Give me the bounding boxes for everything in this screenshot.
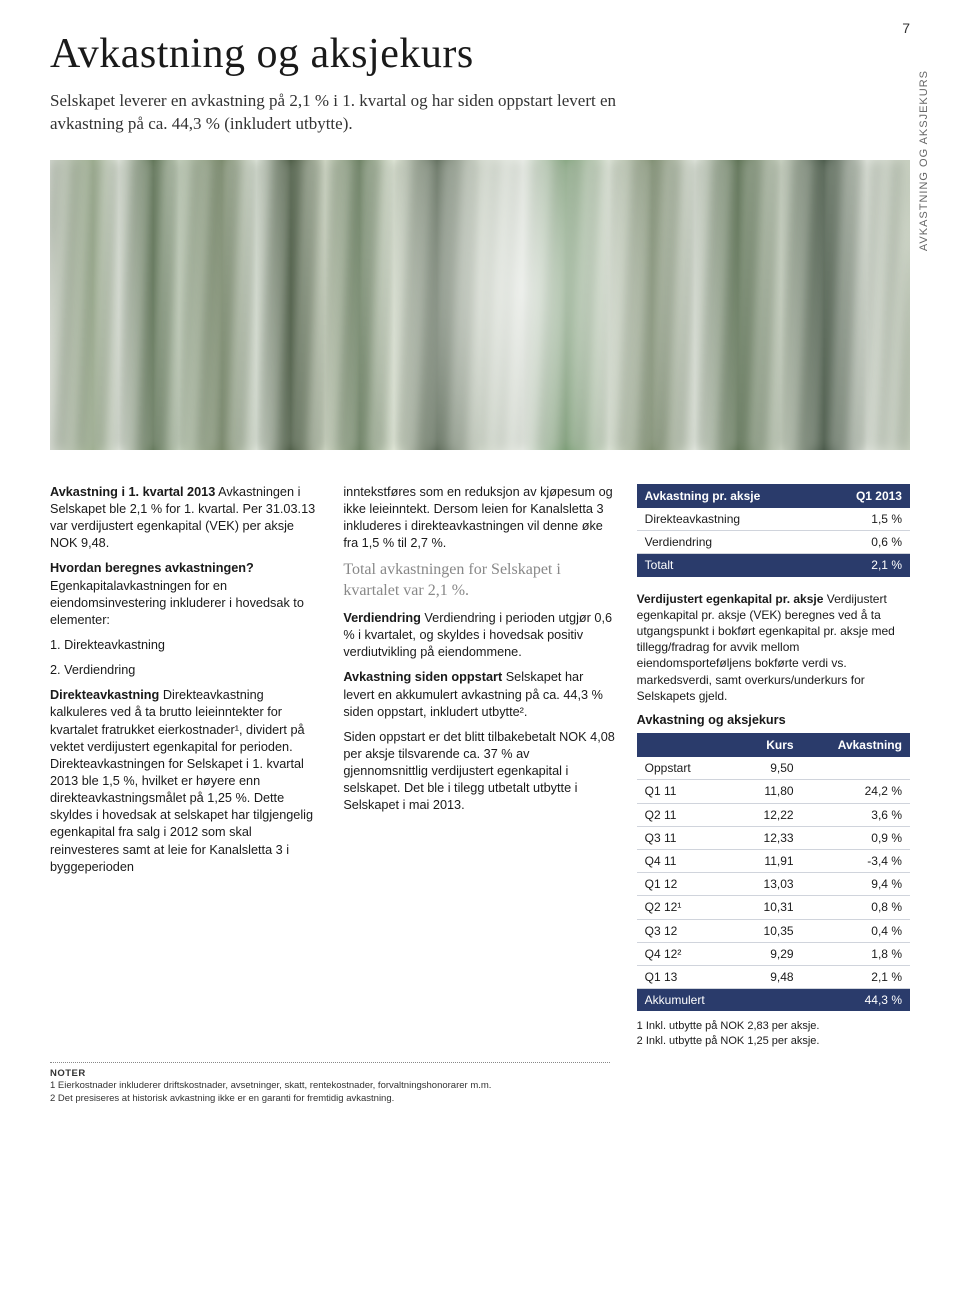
t2-r9-c1: Q1 13 [637, 965, 740, 988]
table-row: Q3 1210,350,4 % [637, 919, 910, 942]
t2-r9-c2: 9,48 [739, 965, 801, 988]
t2-r3-c2: 12,33 [739, 826, 801, 849]
hero-image [50, 160, 910, 450]
t2-r7-c2: 10,35 [739, 919, 801, 942]
t2-r0-c1: Oppstart [637, 757, 740, 780]
vek-head: Verdijustert egenkapital pr. aksje [637, 592, 824, 606]
t2-r7-c1: Q3 12 [637, 919, 740, 942]
table-row: Q1 1213,039,4 % [637, 873, 910, 896]
c2-p4: Siden oppstart er det blitt tilbakebetal… [343, 729, 616, 815]
footnotes: NOTER 1 Eierkostnader inkluderer driftsk… [50, 1068, 910, 1105]
c2-p2-head: Verdiendring [343, 611, 421, 625]
c1-p2-head: Hvordan beregnes avkastningen? [50, 561, 254, 575]
footnotes-title: NOTER [50, 1068, 910, 1080]
t1-total-value: 2,1 % [822, 554, 910, 577]
c2-p3: Avkastning siden oppstart Selskapet har … [343, 669, 616, 720]
c1-p1-head: Avkastning i 1. kvartal 2013 [50, 485, 215, 499]
t2-r8-c3: 1,8 % [802, 942, 910, 965]
body-columns: Avkastning i 1. kvartal 2013 Avkastninge… [50, 484, 910, 1048]
table-row: Q2 12¹10,310,8 % [637, 896, 910, 919]
t2-h1 [637, 733, 740, 757]
c1-li1: 1. Direkteavkastning [50, 637, 323, 654]
price-table: Kurs Avkastning Oppstart9,50Q1 1111,8024… [637, 733, 910, 1011]
t1-head-right: Q1 2013 [822, 484, 910, 508]
t2-r1-c3: 24,2 % [802, 780, 910, 803]
t2-r4-c2: 11,91 [739, 850, 801, 873]
t2-r6-c1: Q2 12¹ [637, 896, 740, 919]
t2-r4-c3: -3,4 % [802, 850, 910, 873]
t2-r6-c3: 0,8 % [802, 896, 910, 919]
t2-r3-c1: Q3 11 [637, 826, 740, 849]
page-title: Avkastning og aksjekurs [50, 30, 910, 78]
t2-r5-c3: 9,4 % [802, 873, 910, 896]
c1-li2: 2. Verdiendring [50, 662, 323, 679]
t2-r5-c1: Q1 12 [637, 873, 740, 896]
c1-p3-body: Direkteavkastning kalkuleres ved å ta br… [50, 688, 313, 873]
c1-p2: Hvordan beregnes avkastningen? Egenkapit… [50, 560, 323, 629]
t2-r8-c2: 9,29 [739, 942, 801, 965]
t2-note1: 1 Inkl. utbytte på NOK 2,83 per aksje. [637, 1019, 910, 1033]
c1-p3: Direkteavkastning Direkteavkastning kalk… [50, 687, 323, 876]
t2-r1-c1: Q1 11 [637, 780, 740, 803]
t2-r1-c2: 11,80 [739, 780, 801, 803]
t2-r2-c2: 12,22 [739, 803, 801, 826]
c2-p1: inntekstføres som en reduksjon av kjøpes… [343, 484, 616, 553]
return-table: Avkastning pr. aksje Q1 2013 Direkteavka… [637, 484, 910, 577]
t1-total-label: Totalt [637, 554, 823, 577]
table-row: Oppstart9,50 [637, 757, 910, 780]
c1-p3-head: Direkteavkastning [50, 688, 159, 702]
c1-p1: Avkastning i 1. kvartal 2013 Avkastninge… [50, 484, 323, 553]
t2-note2: 2 Inkl. utbytte på NOK 1,25 per aksje. [637, 1034, 910, 1048]
t2-r7-c3: 0,4 % [802, 919, 910, 942]
table2-notes: 1 Inkl. utbytte på NOK 2,83 per aksje. 2… [637, 1019, 910, 1048]
table-row: Q3 1112,330,9 % [637, 826, 910, 849]
c2-p2: Verdiendring Verdiendring i perioden utg… [343, 610, 616, 661]
column-2: inntekstføres som en reduksjon av kjøpes… [343, 484, 616, 1048]
t2-akkum-empty [739, 989, 801, 1012]
t2-r3-c3: 0,9 % [802, 826, 910, 849]
column-1: Avkastning i 1. kvartal 2013 Avkastninge… [50, 484, 323, 1048]
t2-r6-c2: 10,31 [739, 896, 801, 919]
t2-h3: Avkastning [802, 733, 910, 757]
t1-r0-label: Direkteavkastning [637, 508, 823, 531]
c2-p3-head: Avkastning siden oppstart [343, 670, 502, 684]
table-row: Q1 139,482,1 % [637, 965, 910, 988]
t1-r1-label: Verdiendring [637, 531, 823, 554]
c1-p2-body: Egenkapitalavkastningen for en eiendomsi… [50, 579, 304, 627]
t2-h2: Kurs [739, 733, 801, 757]
table-row: Verdiendring 0,6 % [637, 531, 910, 554]
t1-r1-value: 0,6 % [822, 531, 910, 554]
t2-r5-c2: 13,03 [739, 873, 801, 896]
table-row: Q1 1111,8024,2 % [637, 780, 910, 803]
t1-head-left: Avkastning pr. aksje [637, 484, 823, 508]
table-row: Q2 1112,223,6 % [637, 803, 910, 826]
t2-r8-c1: Q4 12² [637, 942, 740, 965]
table-accumulated-row: Akkumulert 44,3 % [637, 989, 910, 1012]
t2-title: Avkastning og aksjekurs [637, 712, 910, 729]
t2-r4-c1: Q4 11 [637, 850, 740, 873]
vek-body: Verdijustert egenkapital pr. aksje (VEK)… [637, 592, 895, 703]
t1-r0-value: 1,5 % [822, 508, 910, 531]
table-row: Q4 12²9,291,8 % [637, 942, 910, 965]
t2-r9-c3: 2,1 % [802, 965, 910, 988]
table-row: Direkteavkastning 1,5 % [637, 508, 910, 531]
footnote-rule [50, 1062, 610, 1063]
vek-caption: Verdijustert egenkapital pr. aksje Verdi… [637, 591, 910, 704]
t2-akkum-value: 44,3 % [802, 989, 910, 1012]
lead-paragraph: Selskapet leverer en avkastning på 2,1 %… [50, 90, 690, 136]
column-3: Avkastning pr. aksje Q1 2013 Direkteavka… [637, 484, 910, 1048]
footnote-2: 2 Det presiseres at historisk avkastning… [50, 1093, 910, 1105]
side-section-label: AVKASTNING OG AKSJEKURS [918, 70, 930, 251]
t2-r0-c2: 9,50 [739, 757, 801, 780]
t2-r0-c3 [802, 757, 910, 780]
c2-highlight: Total avkastningen for Selskapet i kvart… [343, 560, 616, 602]
table-total-row: Totalt 2,1 % [637, 554, 910, 577]
footnote-1: 1 Eierkostnader inkluderer driftskostnad… [50, 1080, 910, 1092]
table-row: Q4 1111,91-3,4 % [637, 850, 910, 873]
page-number: 7 [902, 20, 910, 36]
t2-r2-c1: Q2 11 [637, 803, 740, 826]
t2-r2-c3: 3,6 % [802, 803, 910, 826]
t2-akkum-label: Akkumulert [637, 989, 740, 1012]
